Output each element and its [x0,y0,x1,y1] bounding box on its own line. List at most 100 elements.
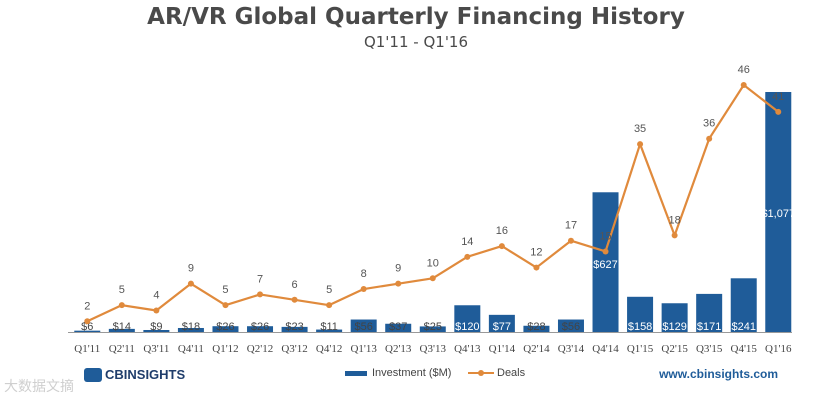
deals-label-7: 5 [326,284,332,296]
deals-label-6: 6 [292,279,298,291]
x-tick-3: Q4'11 [178,343,204,355]
legend-investment: Investment ($M) [345,367,451,379]
bar-label-12: $77 [493,321,511,333]
x-tick-19: Q4'15 [731,343,758,355]
deals-point-5 [257,291,264,298]
bar-2 [143,329,170,332]
deals-label-16: 35 [634,123,646,135]
bar-label-14: $56 [562,321,580,333]
deals-point-11 [464,253,471,260]
deals-point-12 [498,243,505,250]
bar-label-10: $25 [424,321,442,333]
x-tick-4: Q1'12 [212,343,238,355]
bar-8 [350,319,377,332]
chart-subtitle: Q1'11 - Q1'16 [363,33,469,51]
deals-point-10 [429,275,436,282]
x-tick-6: Q3'12 [281,343,307,355]
chart-title: AR/VR Global Quarterly Financing History [147,4,685,30]
bar-label-16: $158 [628,321,652,333]
deals-label-11: 14 [461,236,473,248]
deals-point-13 [533,264,540,271]
bar-18 [696,293,723,332]
bar-12 [488,314,515,332]
bar-label-18: $171 [697,321,721,333]
bar-label-13: $28 [527,321,545,333]
deals-point-7 [326,302,333,309]
x-tick-8: Q1'13 [350,343,377,355]
bar-1 [108,328,135,332]
bar-5 [247,326,274,332]
bar-13 [523,325,550,332]
legend-bar-swatch [345,370,367,376]
legend-deals: Deals [468,367,525,379]
legend-investment-label: Investment ($M) [372,367,452,379]
deals-point-14 [567,237,574,244]
legend-deals-label: Deals [497,367,526,379]
x-tick-16: Q1'15 [627,343,654,355]
bar-label-3: $18 [182,321,200,333]
deals-label-9: 9 [395,263,401,275]
deals-label-18: 36 [703,118,715,130]
x-tick-18: Q3'15 [696,343,723,355]
bar-3 [177,327,204,332]
deals-point-19 [740,82,747,88]
bar-19 [730,278,757,332]
x-tick-1: Q2'11 [109,343,135,355]
deals-label-10: 10 [427,257,439,269]
x-tick-12: Q1'14 [489,343,516,355]
bar-15 [592,192,619,332]
x-tick-20: Q1'16 [765,343,792,355]
bar-label-8: $56 [354,321,372,333]
website-link[interactable]: www.cbinsights.com [659,367,778,381]
bar-0 [74,330,101,332]
bar-label-15: $627 [593,259,617,271]
deals-label-13: 12 [530,247,542,259]
deals-point-17 [671,232,678,239]
x-tick-2: Q3'11 [143,343,169,355]
bar-20 [765,92,792,332]
cb-logo-icon [84,367,102,382]
x-tick-5: Q2'12 [247,343,273,355]
x-tick-14: Q3'14 [558,343,585,355]
bar-14 [557,319,584,332]
deals-point-9 [395,280,402,287]
bar-label-5: $26 [251,321,269,333]
bar-7 [316,329,343,332]
x-tick-17: Q2'15 [661,343,688,355]
deals-point-2 [153,307,160,314]
deals-label-12: 16 [496,225,508,237]
deals-point-18 [706,135,713,142]
x-tick-15: Q4'14 [592,343,619,355]
bar-label-20: $1,077 [761,208,795,220]
deals-label-19: 46 [738,64,750,76]
bar-17 [661,303,688,332]
deals-point-15 [602,248,609,255]
deals-point-8 [360,286,367,293]
deals-label-1: 5 [119,284,125,296]
deals-point-16 [637,141,644,148]
bar-label-11: $120 [455,321,479,333]
deals-point-20 [775,108,782,115]
bar-label-9: $37 [389,321,407,333]
bar-label-7: $11 [320,321,338,333]
x-tick-0: Q1'11 [74,343,100,355]
deals-point-3 [187,280,194,287]
deals-label-3: 9 [188,263,194,275]
deals-label-14: 17 [565,220,577,232]
bar-label-6: $23 [285,321,303,333]
bar-label-0: $6 [81,321,93,333]
deals-label-15: 15 [599,230,611,242]
bar-label-17: $129 [662,321,686,333]
deals-label-0: 2 [84,300,90,312]
bar-label-1: $14 [113,321,131,333]
bar-label-19: $241 [731,321,755,333]
deals-label-2: 4 [153,290,159,302]
x-tick-7: Q4'12 [316,343,342,355]
deals-label-20: 41 [772,91,784,103]
bar-9 [385,323,412,332]
watermark: 大数据文摘 [4,378,74,394]
deals-point-6 [291,296,298,303]
bar-11 [454,305,481,332]
deals-label-4: 5 [222,284,228,296]
